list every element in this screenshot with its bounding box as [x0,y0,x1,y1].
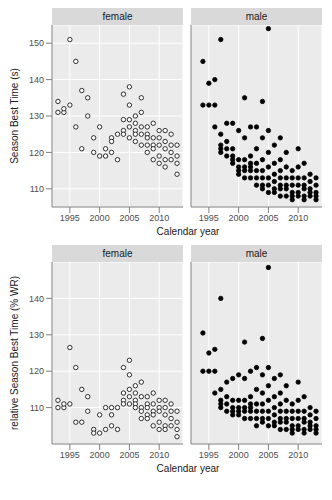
svg-text:2005: 2005 [119,213,139,223]
svg-text:140: 140 [29,75,44,85]
svg-text:1995: 1995 [60,450,80,460]
svg-text:2000: 2000 [90,213,110,223]
svg-text:2000: 2000 [229,213,249,223]
svg-text:2010: 2010 [149,213,169,223]
svg-text:120: 120 [29,366,44,376]
svg-text:2010: 2010 [288,213,308,223]
html-text:Calendar year: Calendar year [156,226,220,237]
svg-text:2010: 2010 [288,450,308,460]
html-text:female: female [102,11,133,22]
svg-text:120: 120 [29,148,44,158]
svg-text:2005: 2005 [119,450,139,460]
svg-text:1995: 1995 [199,213,219,223]
html-text:Calendar year: Calendar year [156,463,220,474]
svg-text:1995: 1995 [60,213,80,223]
svg-text:2005: 2005 [258,213,278,223]
svg-text:1995: 1995 [199,450,219,460]
svg-text:2000: 2000 [229,450,249,460]
html-text:male: male [245,11,268,22]
svg-text:relative Season Best Time (% W: relative Season Best Time (% WR) [9,276,20,430]
svg-text:Season Best Time (s): Season Best Time (s) [9,68,20,164]
svg-text:2005: 2005 [258,450,278,460]
svg-text:150: 150 [29,38,44,48]
html-text:male: male [245,248,268,259]
svg-text:130: 130 [29,111,44,121]
svg-text:130: 130 [29,330,44,340]
svg-text:2000: 2000 [90,450,110,460]
svg-text:2010: 2010 [149,450,169,460]
svg-text:140: 140 [29,294,44,304]
html-text:female: female [102,248,133,259]
svg-text:110: 110 [30,403,44,413]
svg-text:110: 110 [30,184,44,194]
